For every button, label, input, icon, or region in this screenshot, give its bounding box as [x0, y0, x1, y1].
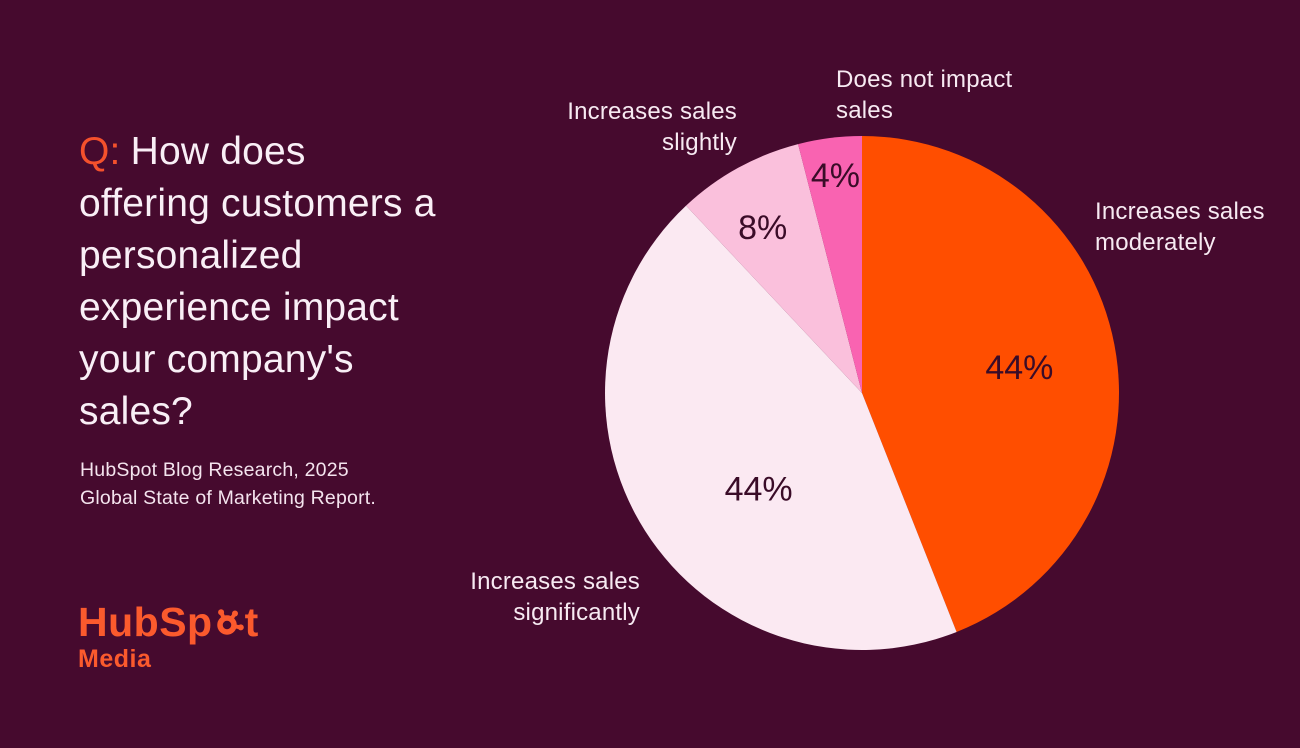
pie-value-label-0: 44% — [985, 349, 1053, 387]
question-prefix: Q: — [79, 130, 121, 173]
question-line: Q: How does — [79, 126, 436, 178]
question-line: your company's — [79, 338, 354, 381]
source-line-1: HubSpot Blog Research, 2025 — [80, 459, 349, 481]
question-line: personalized — [79, 234, 303, 277]
pie-chart: 44% 44% 8% 4% — [605, 136, 1119, 650]
hubspot-media-logo: HubSp t Media — [78, 600, 259, 673]
question-line: offering customers a — [79, 182, 436, 225]
logo-media-label: Media — [78, 645, 152, 673]
pie-slice-3 — [798, 136, 862, 393]
slice-label-increases-sales-moderately: Increases sales moderately — [1095, 198, 1265, 256]
source-attribution: HubSpot Blog Research, 2025 Global State… — [80, 456, 376, 512]
wordmark-text-end: t — [244, 599, 259, 645]
question-line: sales? — [79, 390, 193, 433]
question-line-text: How does — [130, 130, 306, 173]
question-line: experience impact — [79, 286, 399, 329]
source-line-2: Global State of Marketing Report. — [80, 487, 376, 509]
pie-value-label-3: 4% — [811, 157, 860, 195]
slice-label-does-not-impact-sales: Does not impact sales — [836, 66, 1013, 124]
slice-label-increases-sales-significantly: Increases sales significantly — [470, 568, 640, 626]
question-title: Q: How does offering customers a personal… — [79, 126, 436, 438]
slice-label-increases-sales-slightly: Increases sales slightly — [567, 98, 737, 156]
pie-value-label-1: 44% — [725, 470, 793, 508]
hubspot-sprocket-icon — [216, 609, 244, 635]
hubspot-wordmark: HubSp t — [78, 600, 259, 644]
pie-slice-1 — [605, 205, 957, 650]
pie-value-label-2: 8% — [738, 209, 787, 247]
pie-slice-0 — [862, 136, 1119, 632]
wordmark-text-start: HubSp — [78, 599, 213, 645]
pie-slice-2 — [686, 144, 862, 393]
